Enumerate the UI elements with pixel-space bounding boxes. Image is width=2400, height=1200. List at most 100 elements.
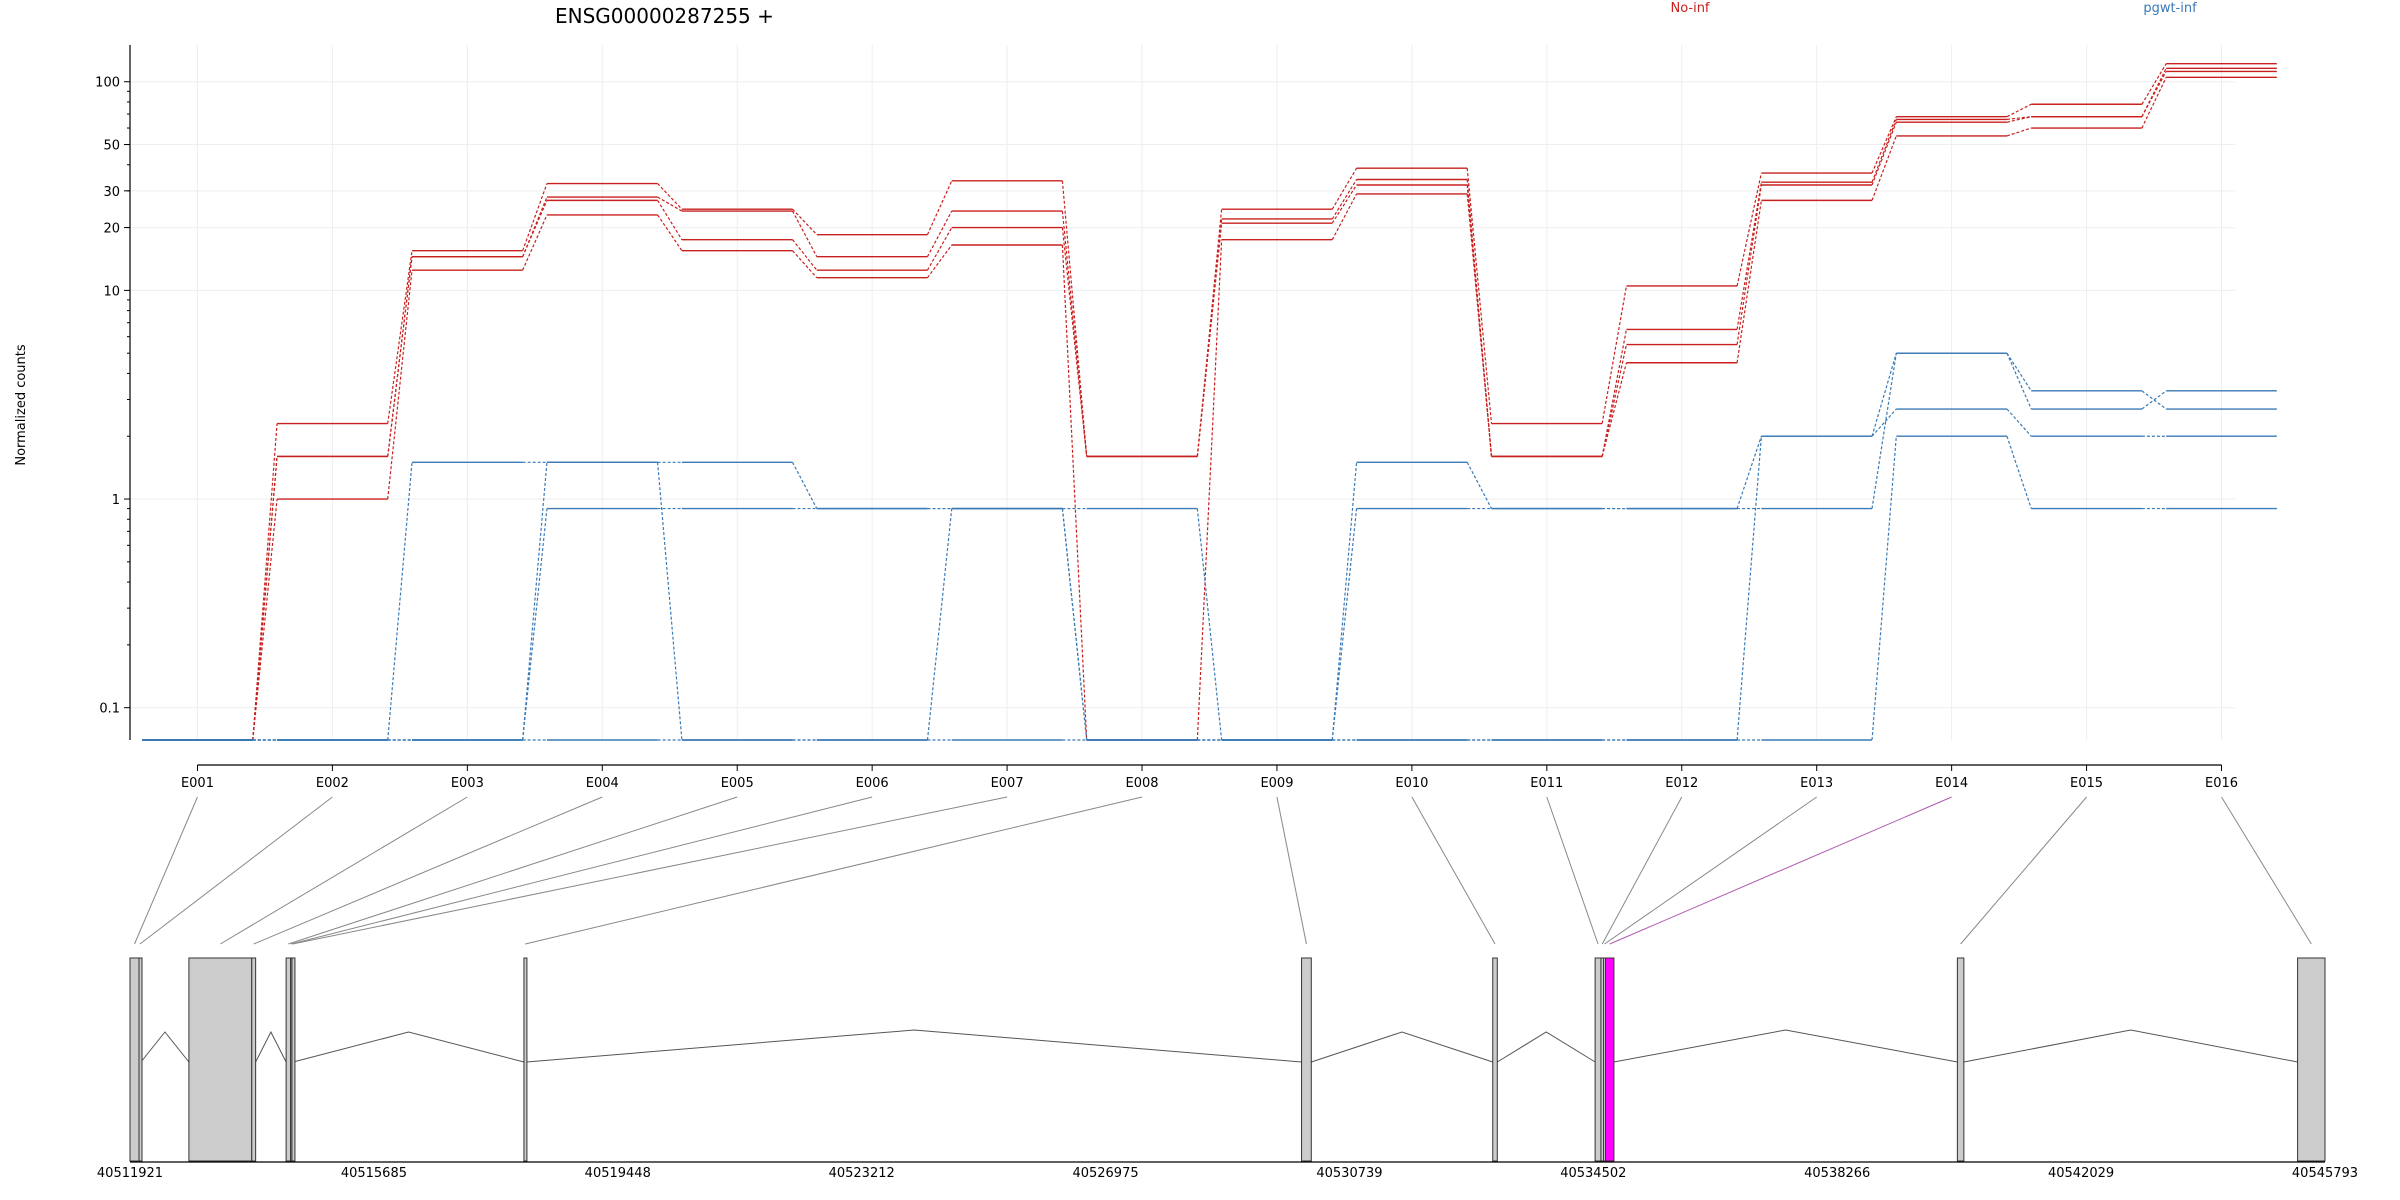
sample-connector-segment — [1601, 344, 1628, 457]
sample-connector-segment — [1736, 182, 1762, 330]
sample-connector-segment — [2006, 127, 2032, 137]
genomic-position-label: 40542029 — [2048, 1166, 2114, 1181]
sample-connector-segment — [657, 183, 683, 210]
sample-connector-segment — [2006, 352, 2032, 410]
sample-connector-segment — [1871, 353, 1897, 509]
axes: 0.1 1 10 20 30 50 100 E001 E002 E003 E004 E005 E006 E… — [95, 45, 2238, 791]
sample-connector-segment — [522, 462, 548, 741]
sample-connector-segment — [2006, 352, 2032, 392]
sample-connector-segment — [522, 214, 548, 271]
sample-connector-segment — [1736, 436, 1762, 509]
exon-connector-E004 — [253, 796, 603, 945]
sample-connector-segment — [1601, 362, 1628, 457]
x-tick-label: E011 — [1530, 776, 1563, 791]
sample-connector-segment — [522, 196, 548, 257]
sample-connector-segment — [2141, 68, 2167, 117]
exon-block-E008 — [523, 957, 528, 1162]
sample-connector-segment — [252, 498, 278, 741]
exon-block-E009 — [1301, 957, 1312, 1162]
x-tick-label: E015 — [2070, 776, 2103, 791]
x-tick-label: E010 — [1395, 776, 1428, 791]
sample-connector-segment — [1331, 508, 1358, 741]
exon-block-E007 — [291, 957, 296, 1162]
x-tick-label: E005 — [721, 776, 754, 791]
genomic-position-label: 40523212 — [829, 1166, 895, 1181]
sample-connector-segment — [1601, 285, 1628, 424]
sample-connector-segment — [792, 210, 818, 258]
sample-connector-segment — [522, 508, 548, 741]
sample-connector-segment — [1871, 436, 1897, 741]
exon-connector-E014 — [1609, 796, 1952, 945]
exon-block-E015 — [1956, 957, 1965, 1162]
exon-connector-E008 — [525, 796, 1143, 945]
genomic-position-label: 40545793 — [2292, 1166, 2358, 1181]
sample-connector-segment — [1466, 462, 1493, 509]
exon-block-E004 — [251, 957, 257, 1162]
legend-label-No-inf: No-inf — [1670, 1, 1709, 16]
sample-connector-segment — [1736, 200, 1762, 363]
x-tick-label: E014 — [1935, 776, 1968, 791]
sample-connector-segment — [1466, 168, 1493, 424]
sample-connector-segment — [2141, 77, 2167, 129]
sample-connector-segment — [2006, 436, 2032, 509]
sample-connector-segment — [2006, 116, 2032, 123]
legend: No-inf pgwt-inf — [1670, 1, 2197, 16]
exon-connector-E015 — [1960, 796, 2087, 945]
exon-connector-E006 — [291, 796, 873, 945]
intron-arc — [1613, 1029, 1958, 1063]
x-tick-label: E013 — [1800, 776, 1833, 791]
exon-block-E005 — [285, 957, 292, 1162]
sample-connector-segment — [792, 462, 818, 509]
exon-block-E010 — [1492, 957, 1498, 1162]
y-tick-label: 1 — [112, 493, 120, 508]
exon-block-E003 — [188, 957, 253, 1162]
genomic-position-label: 40534502 — [1560, 1166, 1626, 1181]
intron-arc — [1963, 1029, 2298, 1063]
genomic-position-label: 40511921 — [97, 1166, 163, 1181]
sample-connector-segment — [1871, 408, 1897, 437]
exon-block-E014 — [1604, 957, 1615, 1162]
sample-connector-segment — [1061, 210, 1088, 457]
sample-connector-segment — [1196, 508, 1223, 741]
sample-connector-segment — [926, 210, 953, 258]
sample-connector-segment — [657, 214, 683, 252]
exon-connector-E011 — [1546, 796, 1599, 945]
exon-block-E016 — [2297, 957, 2326, 1162]
sample-connector-segment — [1736, 184, 1762, 345]
grid-lines — [130, 45, 2235, 740]
sample-connector-segment — [1601, 329, 1628, 457]
sample-connector-segment — [1466, 193, 1493, 457]
sample-connector-segment — [2141, 71, 2167, 117]
sample-connector-segment — [926, 244, 953, 279]
sample-connector-segment — [1196, 239, 1223, 741]
y-axis-label: Normalized counts — [14, 344, 29, 466]
exon-block-E011 — [1594, 957, 1602, 1162]
exon-connector-E009 — [1276, 796, 1307, 945]
series-pgwt-inf — [142, 352, 2277, 741]
sample-connector-segment — [1736, 172, 1762, 287]
sample-connector-segment — [1331, 193, 1358, 240]
intron-arc — [293, 1031, 525, 1063]
sample-connector-segment — [2141, 390, 2167, 410]
sample-connector-segment — [1331, 179, 1358, 220]
y-tick-label: 30 — [103, 185, 120, 200]
gene-model-track: 40511921 40515685 40519448 40523212 40526975… — [97, 957, 2358, 1181]
x-tick-label: E016 — [2205, 776, 2238, 791]
x-tick-label: E012 — [1665, 776, 1698, 791]
sample-connector-segment — [1871, 353, 1897, 437]
sample-connector-segment — [792, 239, 818, 271]
sample-connector-segment — [2006, 103, 2032, 118]
genomic-position-label: 40519448 — [585, 1166, 651, 1181]
x-tick-label: E004 — [586, 776, 619, 791]
sample-connector-segment — [1061, 227, 1088, 457]
intron-arc — [1311, 1031, 1493, 1063]
sample-connector-segment — [1871, 119, 1897, 183]
y-tick-label: 20 — [103, 222, 120, 237]
genomic-position-label: 40526975 — [1072, 1166, 1138, 1181]
exon-connector-E001 — [134, 796, 198, 945]
sample-connector-segment — [1871, 116, 1897, 174]
intron-arc — [255, 1030, 287, 1063]
x-tick-label: E007 — [991, 776, 1024, 791]
intron-arc — [526, 1029, 1302, 1063]
